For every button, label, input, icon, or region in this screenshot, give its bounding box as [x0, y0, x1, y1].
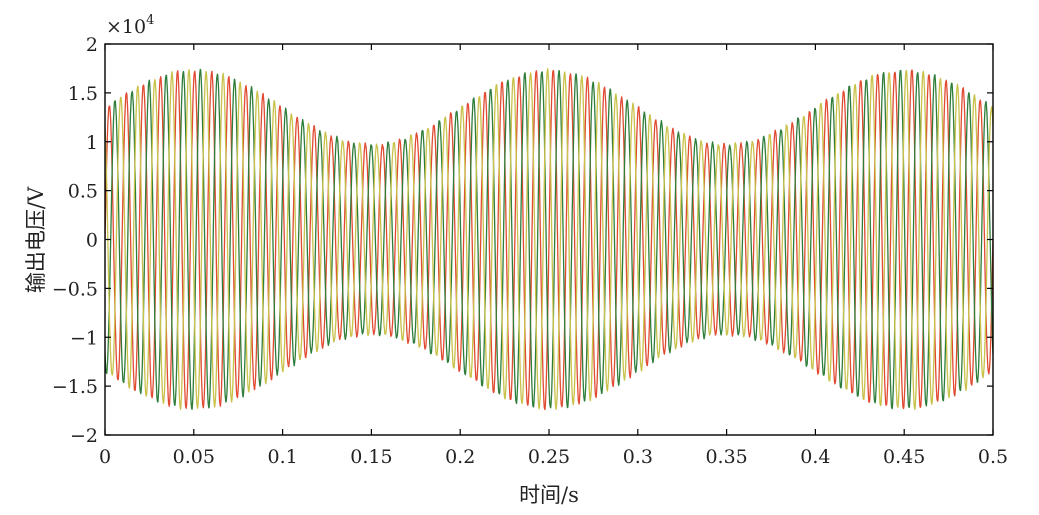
y-tick-label: 0.5	[68, 181, 98, 203]
x-tick-label: 0.5	[978, 446, 1008, 468]
y-multiplier-label: ×104	[106, 13, 154, 38]
x-tick-label: 0.1	[267, 446, 297, 468]
x-tick-labels: 0 0.05 0.1 0.15 0.2 0.25 0.3 0.35 0.4 0.45 0.5	[99, 446, 1008, 468]
y-tick-label: −0.5	[52, 278, 98, 300]
x-tick-label: 0.3	[623, 446, 653, 468]
x-tick-label: 0.15	[350, 446, 392, 468]
y-tick-label: −2	[70, 425, 98, 447]
y-tick-labels: −2 −1.5 −1 −0.5 0 0.5 1 1.5 2	[52, 34, 98, 447]
x-tick-label: 0.4	[800, 446, 830, 468]
ticks-layer	[104, 43, 994, 436]
y-tick-label: 0	[86, 230, 98, 252]
y-axis-title: 输出电压/V	[24, 186, 48, 293]
y-tick-label: 1	[86, 132, 98, 154]
x-axis-title: 时间/s	[519, 483, 579, 507]
y-multiplier-exp: 4	[146, 13, 154, 28]
y-tick-label: 2	[86, 34, 98, 56]
x-tick-label: 0.35	[705, 446, 747, 468]
series-line-2	[105, 68, 993, 410]
y-tick-label: −1	[70, 327, 98, 349]
x-tick-label: 0.25	[528, 446, 570, 468]
y-tick-label: −1.5	[52, 376, 98, 398]
y-tick-label: 1.5	[68, 83, 98, 105]
series-line-3	[105, 68, 993, 410]
y-multiplier-base: ×10	[106, 16, 146, 38]
x-tick-label: 0	[99, 446, 111, 468]
x-tick-label: 0.45	[883, 446, 925, 468]
series-layer	[105, 68, 993, 411]
x-tick-label: 0.05	[173, 446, 215, 468]
series-line-1	[105, 69, 993, 411]
x-tick-label: 0.2	[445, 446, 475, 468]
